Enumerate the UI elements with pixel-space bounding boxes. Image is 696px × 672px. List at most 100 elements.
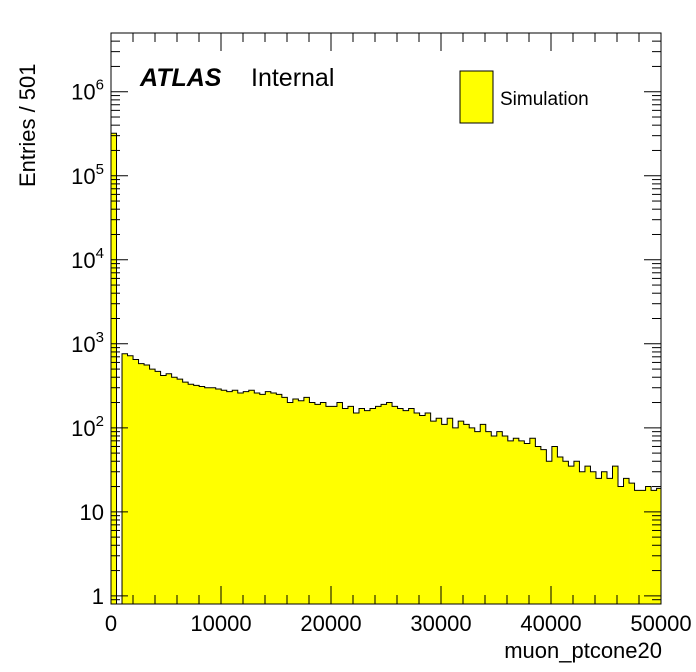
- histogram-bar: [127, 355, 134, 604]
- histogram-bar: [237, 392, 244, 604]
- x-tick-label: 30000: [410, 611, 471, 636]
- legend-label: Simulation: [500, 89, 589, 110]
- histogram-bar: [270, 392, 277, 604]
- histogram-bar: [474, 431, 481, 604]
- histogram-bar: [491, 435, 498, 604]
- histogram-bar: [518, 440, 525, 604]
- y-tick-labels: 1 10 102 103 104 105 106: [71, 77, 104, 609]
- histogram-bar: [640, 490, 646, 604]
- histogram-bar: [204, 387, 211, 604]
- histogram-bar: [436, 418, 443, 604]
- histogram-bar: [325, 406, 332, 604]
- legend-swatch: [459, 70, 494, 124]
- histogram-bar: [612, 466, 619, 604]
- histogram-bar: [188, 384, 195, 604]
- histogram-bar: [551, 446, 558, 604]
- histogram-bar: [496, 431, 503, 604]
- histogram-bar: [287, 402, 294, 604]
- histogram-bar: [535, 446, 542, 604]
- histogram-bar: [155, 371, 161, 604]
- x-axis-title: muon_ptcone20: [504, 638, 662, 663]
- histogram-bar: [149, 369, 156, 604]
- histogram-bar: [320, 402, 327, 604]
- histogram-bar: [524, 443, 531, 604]
- internal-label: Internal: [251, 64, 334, 92]
- histogram-bar: [243, 391, 250, 604]
- x-tick-label: 10000: [190, 611, 251, 636]
- y-tick-label: 104: [71, 245, 104, 273]
- histogram-bar: [430, 421, 437, 604]
- histogram-bar: [171, 377, 178, 604]
- histogram-bar: [160, 375, 167, 604]
- histogram-bar: [513, 438, 520, 604]
- histogram-bar: [623, 478, 630, 604]
- histogram-bar: [353, 413, 360, 604]
- histogram-bar: [557, 456, 564, 604]
- histogram-bar: [314, 404, 321, 604]
- histogram-bar: [419, 415, 426, 604]
- histogram-bar: [254, 392, 261, 604]
- y-tick-label: 105: [71, 161, 104, 189]
- histogram-bar: [221, 390, 228, 604]
- histogram-bar: [529, 438, 536, 604]
- histogram-bar: [392, 406, 398, 604]
- histogram-bar: [447, 418, 454, 604]
- histogram-bar: [634, 490, 641, 604]
- y-tick-label: 106: [71, 77, 104, 105]
- histogram-bar: [358, 408, 365, 604]
- histogram-bar: [386, 402, 393, 604]
- x-tick-label: 20000: [300, 611, 361, 636]
- histogram-bar: [303, 397, 310, 604]
- histogram-bar: [645, 486, 652, 604]
- histogram-bar: [281, 397, 288, 604]
- histogram-bar: [651, 490, 657, 604]
- histogram-bar: [182, 382, 189, 604]
- legend: Simulation: [459, 70, 589, 124]
- histogram-bar: [408, 408, 415, 604]
- histogram-bar: [342, 408, 349, 604]
- histogram-bar: [226, 391, 233, 604]
- histogram-bar: [133, 359, 139, 604]
- y-tick-label: 102: [71, 413, 104, 441]
- histogram-bar: [138, 363, 145, 604]
- histogram-bar: [309, 402, 316, 604]
- y-tick-label: 10: [80, 500, 104, 525]
- histogram-bar: [331, 406, 338, 604]
- histogram-outline: [110, 132, 662, 605]
- histogram-bar: [546, 461, 553, 604]
- histogram-bar: [397, 408, 404, 604]
- histogram-bar: [259, 394, 266, 604]
- histogram-bar: [298, 400, 305, 604]
- histogram-bar: [370, 408, 376, 604]
- histogram-bar: [562, 461, 569, 604]
- histogram-bar: [573, 461, 580, 604]
- histogram-bar: [502, 435, 509, 604]
- histogram-bar: [579, 471, 586, 604]
- y-tick-label: 103: [71, 329, 104, 357]
- histogram-bar: [540, 449, 547, 604]
- histogram-bar: [292, 399, 299, 604]
- atlas-label: ATLAS: [139, 64, 222, 92]
- histogram-bars: [111, 133, 662, 604]
- histogram-bar: [265, 391, 272, 604]
- histogram-bar: [584, 466, 591, 604]
- histogram-bar: [403, 410, 409, 604]
- histogram-bar: [375, 406, 382, 604]
- histogram-bar: [193, 385, 200, 604]
- histogram-bar: [452, 427, 459, 604]
- histogram-bar: [166, 373, 173, 604]
- histogram-bar: [601, 471, 608, 604]
- histogram-bar: [441, 424, 448, 604]
- histogram-bar: [606, 478, 613, 604]
- histogram-bar: [656, 488, 662, 604]
- histogram-bar: [199, 386, 206, 604]
- histogram-bar: [629, 483, 635, 604]
- histogram-bar: [485, 431, 492, 604]
- histogram-bar: [215, 388, 222, 604]
- histogram-bar: [458, 421, 465, 604]
- histogram-bar: [425, 413, 432, 604]
- histogram-bar: [336, 402, 343, 604]
- histogram-bar: [590, 471, 597, 604]
- histogram-bar: [364, 410, 371, 604]
